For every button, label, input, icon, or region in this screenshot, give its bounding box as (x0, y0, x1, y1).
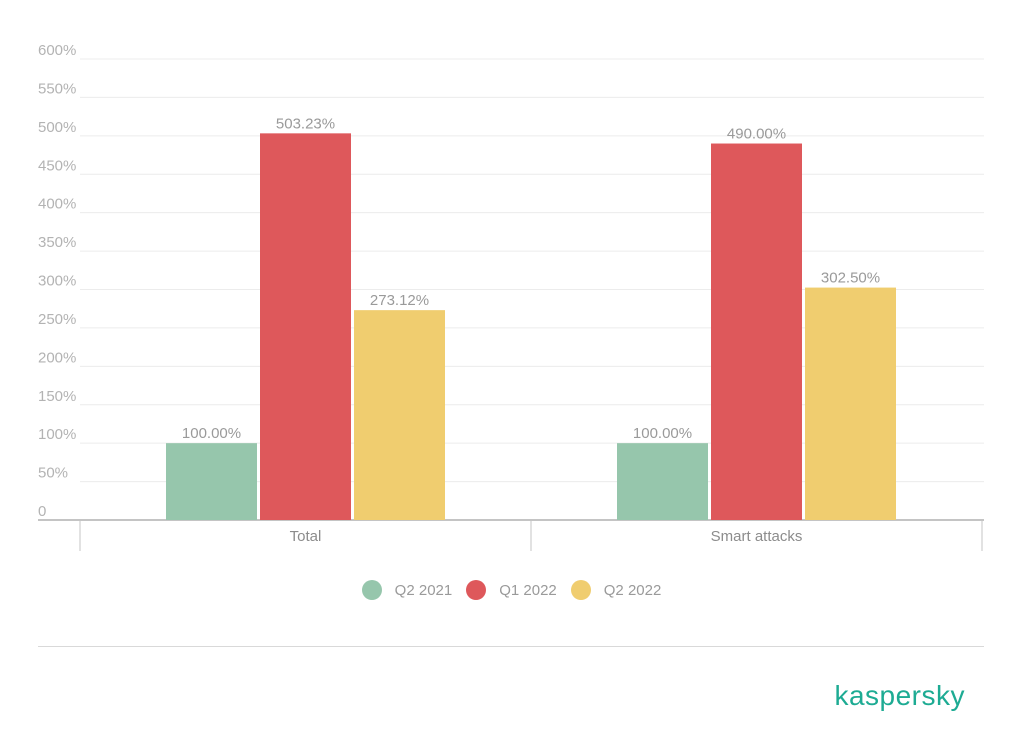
bar-value-label: 302.50% (821, 270, 880, 287)
legend-item: Q2 2021 (361, 580, 453, 600)
bar-value-label: 503.23% (276, 115, 335, 132)
legend-swatch (570, 580, 591, 600)
bar-q2-2022 (354, 310, 445, 520)
legend-label: Q2 2021 (394, 581, 453, 599)
legend-item: Q2 2022 (570, 580, 662, 600)
y-tick-label: 150% (38, 388, 76, 405)
bar-chart: 0 50% 100% 150% 200% 250% 300% 350% 400% 450% 500%… (38, 42, 984, 551)
y-tick-label: 200% (38, 349, 76, 366)
y-tick-label: 400% (38, 196, 76, 213)
bar-q2-2022 (805, 287, 896, 520)
bar-value-label: 273.12% (370, 292, 429, 309)
y-tick-label: 500% (38, 119, 76, 136)
bar-q2-2021 (617, 443, 708, 520)
y-tick-label: 550% (38, 80, 76, 97)
y-tick-label: 600% (38, 42, 76, 59)
legend-swatch (361, 580, 382, 600)
bar-value-label: 490.00% (727, 126, 786, 143)
y-tick-label: 250% (38, 311, 76, 328)
x-category-label: Smart attacks (711, 528, 803, 545)
legend-item: Q1 2022 (466, 580, 557, 600)
bar-q1-2022 (711, 143, 802, 520)
y-tick-label: 300% (38, 273, 76, 290)
kaspersky-logo: kaspersky (834, 680, 965, 711)
y-tick-label: 350% (38, 234, 76, 251)
chart-legend: Q2 2021 Q1 2022 Q2 2022 (0, 580, 1023, 600)
bar-q2-2021 (166, 443, 257, 520)
y-tick-label: 100% (38, 426, 76, 443)
legend-label: Q1 2022 (499, 581, 557, 599)
y-tick-label: 0 (38, 503, 46, 520)
bar-q1-2022 (260, 133, 351, 520)
legend-label: Q2 2022 (603, 581, 662, 599)
legend-swatch (466, 580, 487, 600)
footer-divider (38, 646, 984, 647)
y-tick-label: 450% (38, 157, 76, 174)
y-tick-label: 50% (38, 465, 68, 482)
x-category-label: Total (290, 528, 322, 545)
bar-value-label: 100.00% (182, 425, 241, 442)
bar-value-label: 100.00% (633, 425, 692, 442)
